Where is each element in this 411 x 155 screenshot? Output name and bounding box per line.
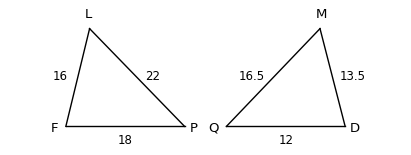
Text: P: P bbox=[189, 122, 197, 135]
Text: 18: 18 bbox=[118, 134, 133, 147]
Text: 12: 12 bbox=[278, 134, 293, 147]
Text: D: D bbox=[350, 122, 360, 135]
Text: M: M bbox=[316, 8, 327, 21]
Text: F: F bbox=[51, 122, 58, 135]
Text: 22: 22 bbox=[145, 70, 160, 83]
Text: 16.5: 16.5 bbox=[239, 70, 265, 83]
Text: 13.5: 13.5 bbox=[339, 70, 365, 83]
Text: Q: Q bbox=[208, 122, 219, 135]
Text: L: L bbox=[85, 8, 92, 21]
Text: 16: 16 bbox=[52, 70, 67, 83]
